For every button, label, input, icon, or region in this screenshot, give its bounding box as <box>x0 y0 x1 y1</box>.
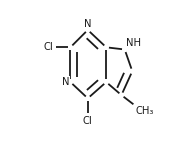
Text: NH: NH <box>126 38 141 48</box>
Text: N: N <box>62 77 69 87</box>
Text: CH₃: CH₃ <box>136 106 154 116</box>
Text: Cl: Cl <box>83 116 93 126</box>
Text: N: N <box>84 18 91 28</box>
Text: Cl: Cl <box>43 42 53 52</box>
